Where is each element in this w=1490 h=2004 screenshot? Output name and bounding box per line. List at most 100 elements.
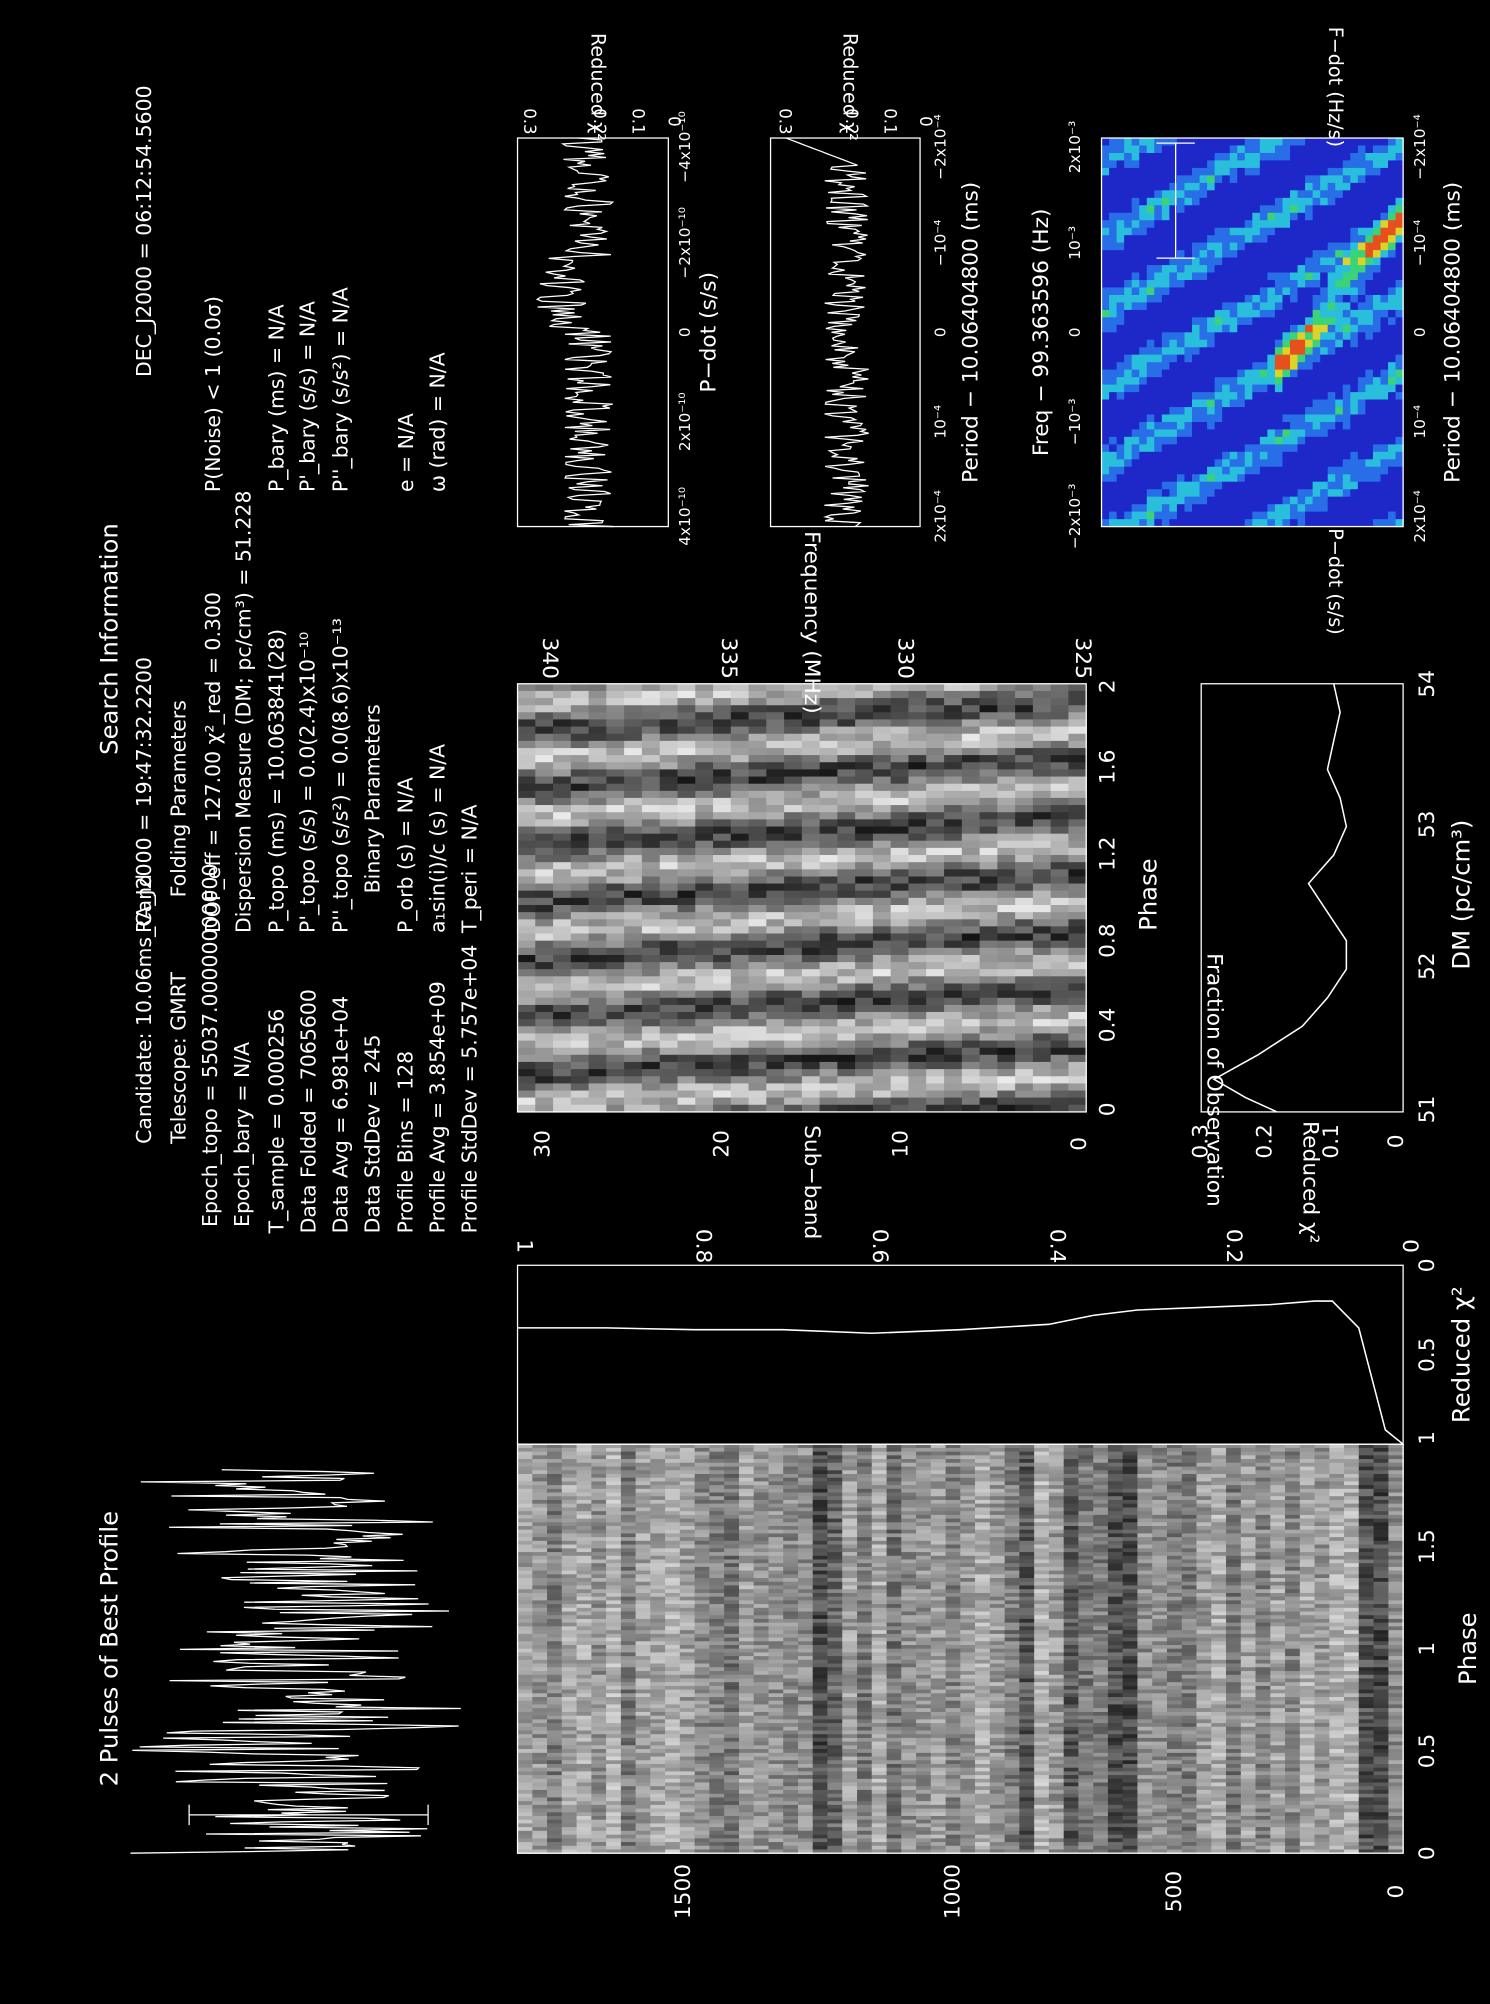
heat-cell <box>665 1767 681 1773</box>
heat-cell <box>1137 1726 1153 1732</box>
heat-cell <box>1048 1555 1065 1561</box>
heat-cell <box>1078 1518 1094 1523</box>
heat-cell <box>930 1481 947 1486</box>
heat-cell <box>709 1771 725 1776</box>
heat-cell <box>591 1477 607 1483</box>
heat-cell <box>960 1473 976 1479</box>
heat-cell <box>798 1685 814 1691</box>
heat-cell <box>738 1801 755 1806</box>
heat-cell <box>561 1459 578 1464</box>
heat-cell <box>517 1671 534 1676</box>
heat-cell <box>975 1819 991 1825</box>
heat-cell <box>1137 1700 1153 1706</box>
heat-cell <box>679 1812 696 1817</box>
heat-cell <box>1152 1444 1168 1449</box>
heat-cell <box>842 1804 858 1810</box>
heat-cell <box>561 1611 578 1616</box>
heat-cell <box>1093 1555 1109 1561</box>
heat-cell <box>1093 1797 1109 1802</box>
heat-cell <box>606 1745 622 1750</box>
heat-cell <box>960 1804 976 1810</box>
heat-cell <box>738 1697 755 1702</box>
heat-cell <box>1181 1455 1198 1460</box>
heat-cell <box>547 1499 563 1505</box>
heat-cell <box>1137 1659 1153 1665</box>
heat-cell <box>871 1652 888 1657</box>
heat-cell <box>650 1834 666 1840</box>
heat-cell <box>1166 1529 1183 1535</box>
heat-cell <box>650 1674 666 1680</box>
heat-cell <box>606 1607 622 1613</box>
heat-cell <box>694 1641 711 1646</box>
heat-cell <box>1137 1827 1153 1832</box>
heat-cell <box>591 1496 607 1501</box>
heat-cell <box>1137 1537 1153 1542</box>
heat-cell <box>798 1715 814 1721</box>
heat-cell <box>709 1775 725 1780</box>
heat-cell <box>783 1830 799 1836</box>
heat-cell <box>547 1845 563 1851</box>
heat-cell <box>960 1704 976 1709</box>
heat-cell <box>945 1689 962 1694</box>
heat-cell <box>561 1507 578 1512</box>
heat-cell <box>1063 1514 1080 1520</box>
heat-cell <box>694 1767 711 1773</box>
heat-cell <box>694 1775 711 1780</box>
heat-cell <box>842 1723 858 1728</box>
heat-cell <box>532 1552 548 1557</box>
heat-cell <box>694 1529 711 1535</box>
heat-cell <box>1093 1503 1109 1508</box>
heat-cell <box>1166 1447 1183 1453</box>
heat-cell <box>694 1488 711 1494</box>
heat-cell <box>857 1697 873 1702</box>
heat-cell <box>1093 1778 1109 1784</box>
heat-cell <box>886 1455 903 1460</box>
heat-cell <box>547 1633 563 1639</box>
heat-cell <box>886 1771 903 1776</box>
heat-cell <box>709 1488 725 1494</box>
heat-cell <box>665 1585 681 1590</box>
heat-cell <box>576 1611 593 1616</box>
heat-cell <box>753 1618 770 1624</box>
heat-cell <box>1137 1842 1153 1847</box>
heat-cell <box>857 1693 873 1698</box>
heat-cell <box>620 1451 637 1456</box>
heat-cell <box>635 1618 652 1624</box>
heat-cell <box>886 1533 903 1538</box>
heat-cell <box>886 1473 903 1479</box>
heat-cell <box>606 1518 622 1523</box>
heat-cell <box>1122 1700 1139 1706</box>
heat-cell <box>1019 1473 1035 1479</box>
heat-cell <box>576 1540 593 1546</box>
heat-cell <box>1137 1812 1153 1817</box>
heat-cell <box>1019 1611 1035 1616</box>
heat-cell <box>517 1622 534 1627</box>
heat-cell <box>901 1786 917 1791</box>
heat-cell <box>827 1459 843 1464</box>
heat-cell <box>960 1711 976 1717</box>
heat-cell <box>561 1633 578 1639</box>
heat-cell <box>517 1715 534 1721</box>
heat-cell <box>871 1607 888 1613</box>
heat-cell <box>783 1570 799 1575</box>
heat-cell <box>709 1789 725 1795</box>
heat-cell <box>635 1630 652 1635</box>
heat-cell <box>1078 1589 1094 1594</box>
heat-cell <box>827 1682 843 1687</box>
heat-cell <box>694 1503 711 1508</box>
heat-cell <box>1063 1607 1080 1613</box>
heat-cell <box>650 1548 666 1553</box>
heat-cell <box>812 1477 829 1483</box>
heat-cell <box>1152 1499 1168 1505</box>
heat-cell <box>886 1462 903 1468</box>
heat-cell <box>1078 1752 1094 1758</box>
heat-cell <box>1107 1518 1124 1523</box>
heat-cell <box>650 1708 666 1713</box>
heat-cell <box>916 1611 932 1616</box>
heat-cell <box>724 1496 740 1501</box>
heat-cell <box>753 1492 770 1497</box>
heat-cell <box>561 1589 578 1594</box>
heat-cell <box>561 1767 578 1773</box>
heat-cell <box>812 1566 829 1572</box>
